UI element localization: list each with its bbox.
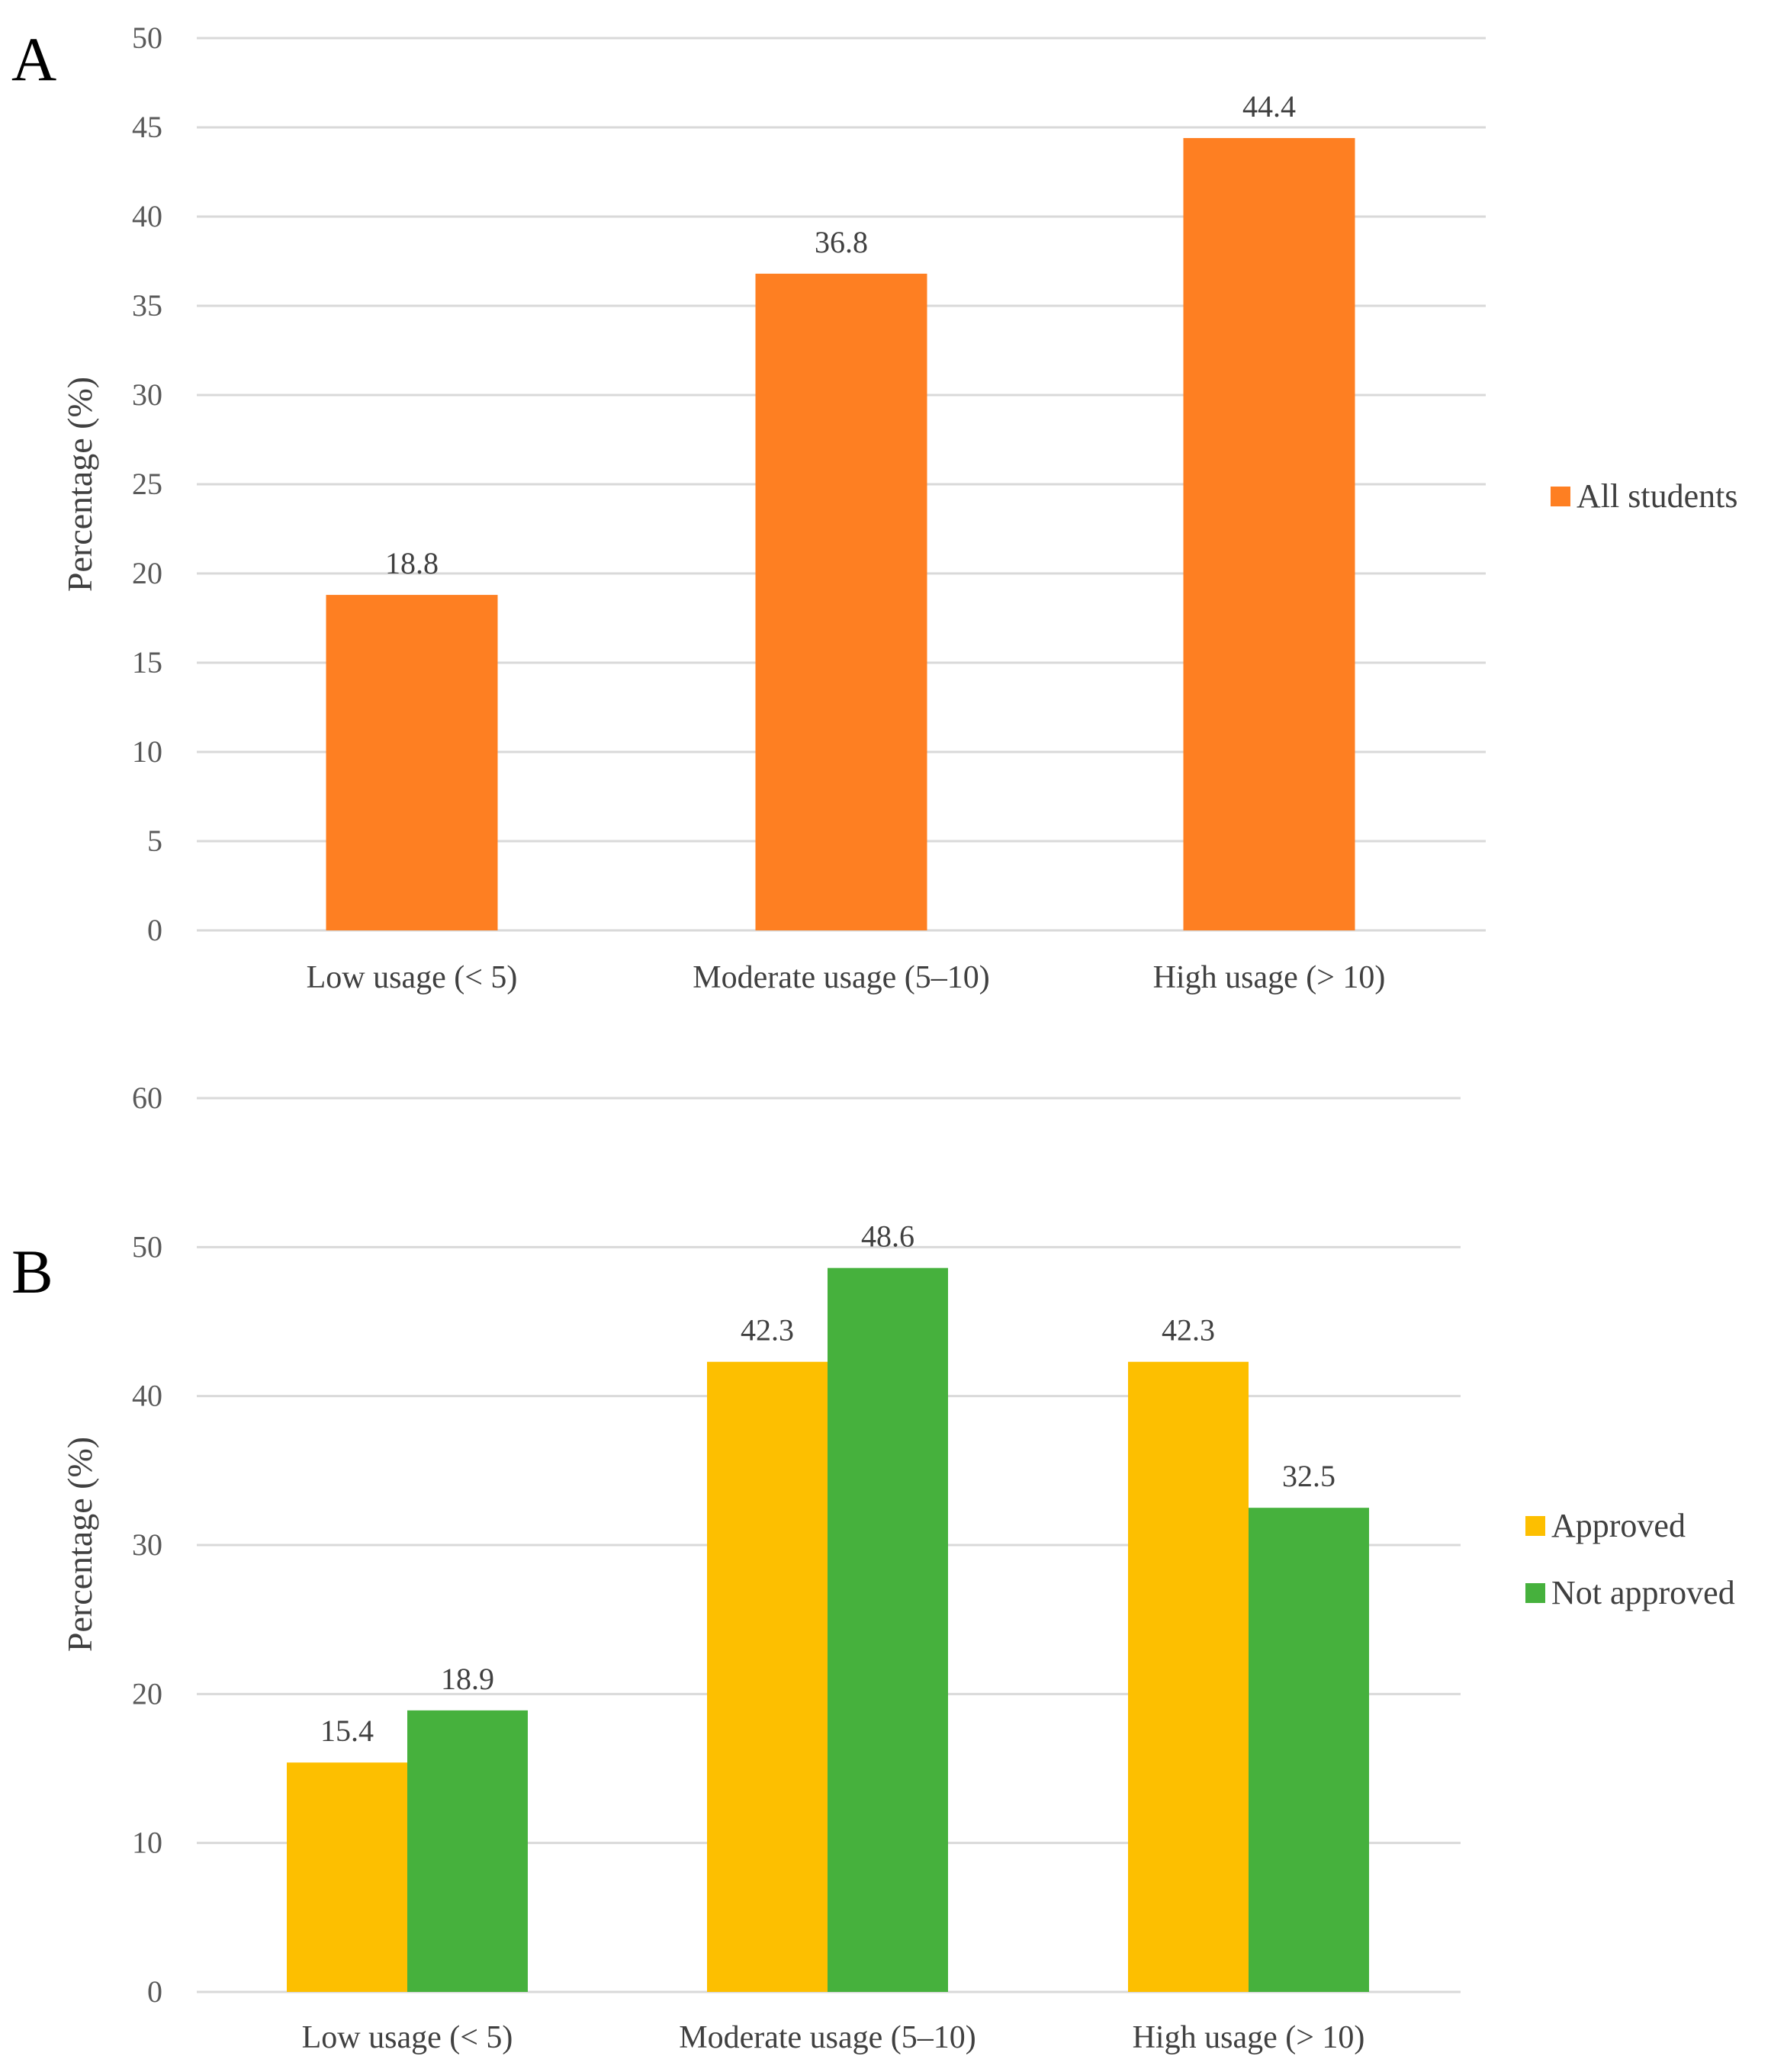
legend-swatch <box>1551 487 1570 506</box>
data-label: 36.8 <box>815 225 868 259</box>
x-tick-label: Low usage (< 5) <box>307 960 518 995</box>
x-tick-label: High usage (> 10) <box>1133 2020 1365 2055</box>
y-tick-label: 30 <box>132 377 162 412</box>
y-tick-label: 45 <box>132 110 162 144</box>
bar <box>1249 1508 1369 1992</box>
chart-panel-a: 0 5 10 15 20 25 30 35 40 45 50 Percentage (%) A 18.8 L… <box>11 21 1737 995</box>
y-tick-label: 10 <box>132 734 162 769</box>
bar <box>1128 1361 1249 1992</box>
panel-label: B <box>11 1237 53 1306</box>
data-label: 18.8 <box>385 546 439 580</box>
data-label: 44.4 <box>1242 89 1296 124</box>
x-tick-label: Moderate usage (5–10) <box>693 960 990 995</box>
legend-label: All students <box>1577 477 1737 515</box>
y-tick-label: 35 <box>132 288 162 323</box>
y-tick-label: 0 <box>147 913 162 947</box>
bar <box>707 1361 828 1992</box>
legend-label: Approved <box>1551 1507 1686 1544</box>
x-tick-label: Low usage (< 5) <box>302 2020 513 2055</box>
legend-swatch <box>1525 1516 1545 1536</box>
y-tick-label: 15 <box>132 645 162 679</box>
y-tick-label: 40 <box>132 199 162 233</box>
y-axis-title: Percentage (%) <box>60 1437 99 1652</box>
x-tick-label: High usage (> 10) <box>1153 960 1386 995</box>
data-label: 32.5 <box>1282 1459 1335 1493</box>
bar <box>326 595 498 930</box>
y-tick-label: 50 <box>132 1229 162 1264</box>
legend-swatch <box>1525 1583 1545 1603</box>
chart-panel-b: 0 10 20 30 40 50 60 Percentage (%) B 15.4 18.9 Low … <box>11 1081 1735 2055</box>
x-tick-label: Moderate usage (5–10) <box>679 2020 976 2055</box>
y-tick-label: 50 <box>132 21 162 55</box>
y-tick-label: 20 <box>132 1676 162 1711</box>
data-label: 42.3 <box>741 1313 794 1348</box>
y-axis-title: Percentage (%) <box>60 377 99 592</box>
bar <box>755 273 927 930</box>
data-label: 15.4 <box>320 1714 374 1748</box>
data-label: 18.9 <box>441 1662 494 1696</box>
bar <box>407 1710 528 1992</box>
y-tick-label: 10 <box>132 1826 162 1860</box>
y-tick-label: 0 <box>147 1974 162 2009</box>
y-tick-label: 40 <box>132 1379 162 1413</box>
y-tick-label: 25 <box>132 467 162 501</box>
legend-label: Not approved <box>1551 1574 1735 1611</box>
bar <box>287 1762 407 1992</box>
panel-label: A <box>11 24 56 94</box>
y-tick-label: 20 <box>132 556 162 590</box>
y-tick-label: 5 <box>147 824 162 858</box>
data-label: 48.6 <box>861 1219 914 1254</box>
data-label: 42.3 <box>1162 1313 1215 1348</box>
bar <box>828 1267 948 1992</box>
y-tick-label: 30 <box>132 1527 162 1562</box>
y-tick-label: 60 <box>132 1081 162 1115</box>
bar <box>1183 138 1355 930</box>
